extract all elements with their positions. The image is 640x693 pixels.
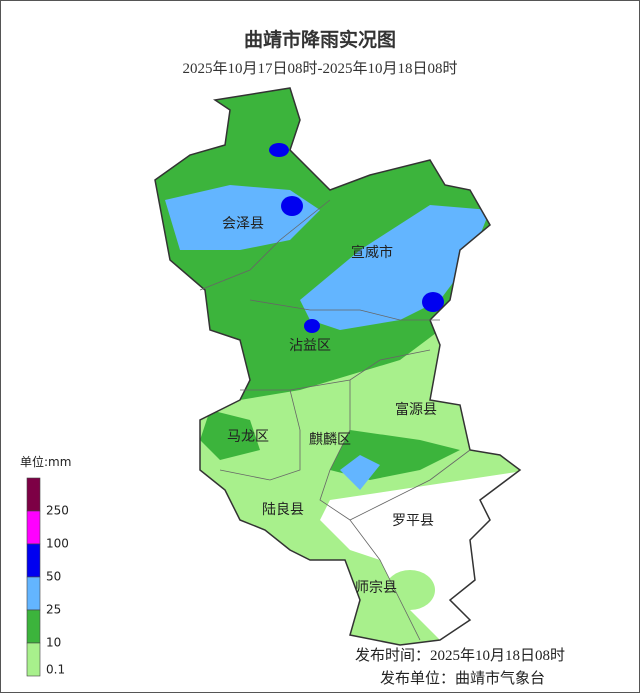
legend-label: 50	[46, 570, 61, 584]
region-label: 师宗县	[355, 580, 397, 596]
region-label: 沾益区	[289, 338, 331, 354]
region-label: 会泽县	[222, 216, 264, 232]
subtitle: 2025年10月17日08时-2025年10月18日08时	[183, 60, 458, 77]
legend-label: 10	[46, 636, 61, 650]
legend-unit: 单位:mm	[20, 454, 71, 469]
legend-label: 250	[46, 504, 69, 518]
region-label: 宣威市	[351, 244, 393, 261]
legend-swatch	[26, 609, 41, 644]
region-label: 麒麟区	[309, 432, 351, 448]
legend-label: 25	[46, 603, 61, 617]
publisher: 发布单位：曲靖市气象台	[380, 670, 545, 687]
region-label: 罗平县	[392, 513, 434, 529]
legend-swatch	[26, 510, 41, 545]
release-time: 发布时间：2025年10月18日08时	[355, 647, 565, 664]
legend-swatch	[26, 543, 41, 578]
region-label: 富源县	[395, 401, 437, 418]
region-label: 陆良县	[262, 502, 304, 518]
legend-label: 0.1	[46, 663, 65, 677]
legend-swatch	[26, 576, 41, 611]
legend-swatch	[26, 642, 41, 677]
city-boundary	[154, 87, 522, 646]
legend-swatch	[26, 477, 41, 512]
region-label: 马龙区	[227, 429, 269, 445]
title: 曲靖市降雨实况图	[244, 28, 396, 51]
county-boundaries	[199, 199, 471, 641]
legend-label: 100	[46, 537, 69, 551]
